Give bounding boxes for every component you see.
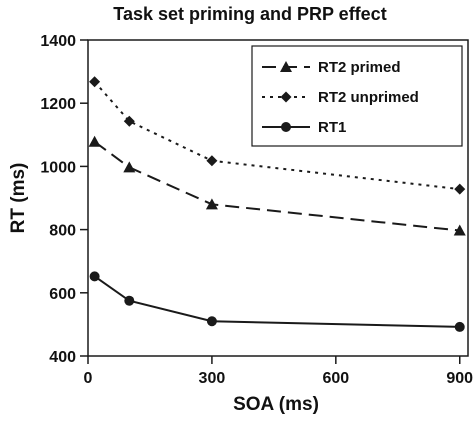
legend: RT2 primed RT2 unprimed RT1 (251, 45, 463, 147)
legend-label: RT2 primed (318, 59, 401, 76)
series-line (94, 140, 460, 232)
x-axis: 0 300 600 900 (84, 356, 473, 387)
legend-marker (280, 61, 292, 72)
data-point (123, 161, 136, 173)
x-tick-label: 900 (446, 370, 473, 387)
legend-label: RT1 (318, 119, 346, 136)
chart-title: Task set priming and PRP effect (113, 4, 386, 24)
data-point (124, 295, 135, 306)
y-tick-label: 800 (49, 223, 76, 240)
series-1 (89, 76, 466, 195)
series-line (94, 275, 460, 328)
data-point (123, 115, 135, 127)
data-point (206, 316, 217, 327)
legend-marker (281, 122, 291, 132)
legend-marker (280, 91, 292, 103)
y-tick-label: 600 (49, 286, 76, 303)
x-tick-label: 600 (322, 370, 349, 387)
data-point (206, 155, 218, 167)
plot-frame (87, 39, 469, 357)
x-tick-label: 300 (199, 370, 226, 387)
x-tick-label: 0 (84, 370, 93, 387)
y-axis-label: RT (ms) (8, 163, 29, 234)
series-2 (89, 271, 465, 332)
y-tick-label: 400 (49, 349, 76, 366)
series-line (93, 81, 460, 191)
series-layer (88, 76, 466, 332)
y-axis: 400 600 800 1000 1200 1400 (40, 33, 88, 366)
data-point (205, 198, 218, 210)
data-point (89, 76, 101, 88)
y-tick-label: 1400 (40, 33, 76, 50)
data-point (453, 224, 466, 236)
series-0 (88, 135, 466, 236)
data-point (88, 135, 101, 147)
data-point (89, 271, 100, 282)
y-tick-label: 1200 (40, 96, 76, 113)
x-axis-label: SOA (ms) (233, 394, 319, 415)
y-tick-label: 1000 (40, 159, 76, 176)
legend-label: RT2 unprimed (318, 89, 419, 106)
data-point (454, 183, 466, 195)
data-point (454, 321, 465, 332)
